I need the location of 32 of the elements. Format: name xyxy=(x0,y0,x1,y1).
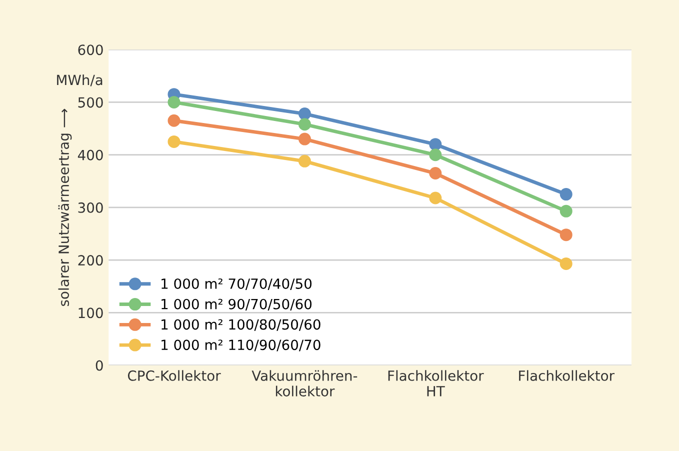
point xyxy=(168,135,180,148)
point xyxy=(560,188,572,201)
point xyxy=(168,114,180,127)
legend-label: 1 000 m² 100/80/50/60 xyxy=(162,319,320,331)
x-tick-label: Flachkollektor xyxy=(519,370,615,381)
point xyxy=(429,192,442,204)
y-tick-label: 600 xyxy=(78,44,103,56)
point xyxy=(560,204,572,218)
y-tick-label: 400 xyxy=(78,150,103,160)
y-axis-title: solarer Nutzwärmeertrag ⟶ xyxy=(58,108,72,306)
point xyxy=(298,154,311,168)
x-tick-label: Vakuumröhren- kollektor xyxy=(252,370,358,396)
x-tick-label: CPC-Kollektor xyxy=(128,370,221,381)
y-tick-label: 500 xyxy=(78,97,103,108)
point xyxy=(298,108,311,120)
legend-label: 1 000 m² 90/70/50/60 xyxy=(162,298,312,310)
point xyxy=(429,167,442,180)
legend-label: 1 000 m² 110/90/60/70 xyxy=(162,340,320,352)
text: MWh/a xyxy=(57,74,102,86)
point xyxy=(168,96,180,108)
point xyxy=(560,258,572,270)
point xyxy=(429,138,442,151)
legend-label: 1 000 m² 70/70/40/50 xyxy=(162,278,312,290)
point xyxy=(429,148,442,162)
y-tick-label: 100 xyxy=(78,308,103,318)
point xyxy=(298,132,311,146)
point xyxy=(298,118,311,131)
x-tick-label: Flachkollektor HT xyxy=(388,370,484,396)
y-tick-label: 300 xyxy=(78,202,103,213)
y-tick-label: 0 xyxy=(96,360,103,371)
point xyxy=(560,228,572,242)
y-tick-label: 200 xyxy=(78,255,103,266)
